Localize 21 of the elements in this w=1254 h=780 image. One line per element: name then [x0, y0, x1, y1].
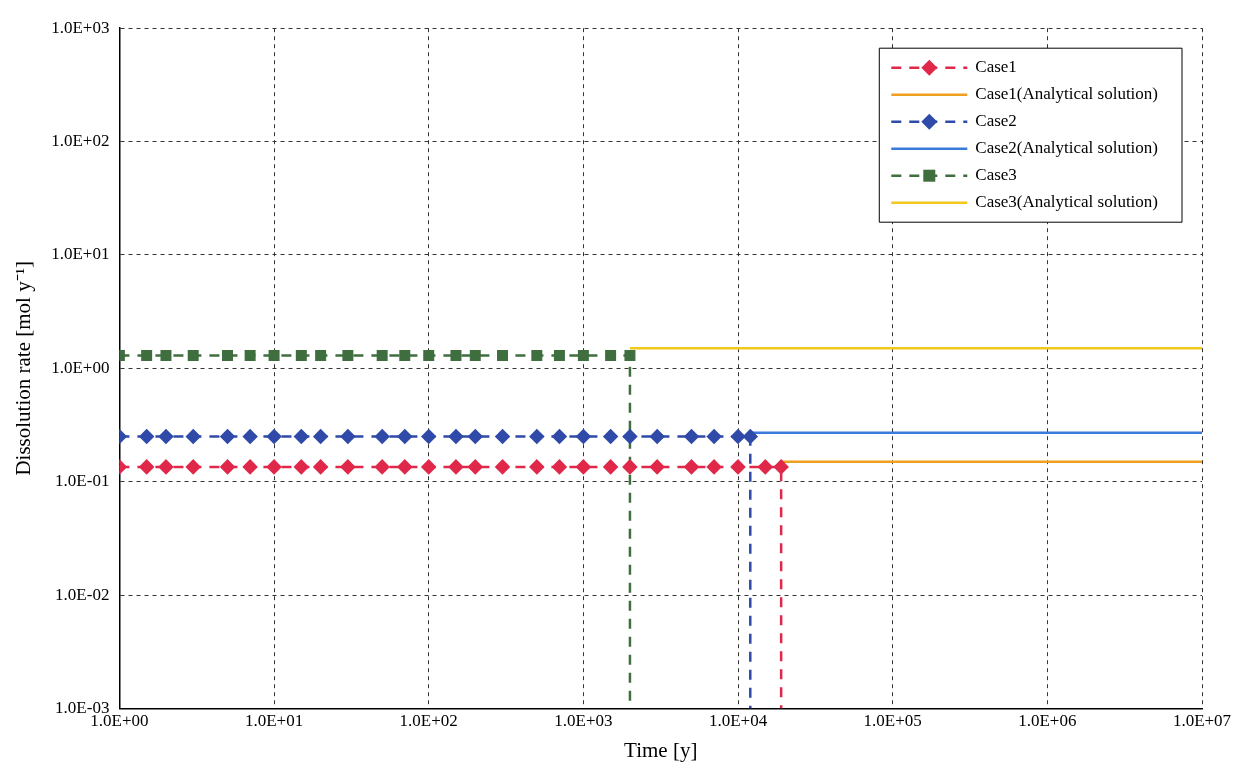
y-tick-label: 1.0E+03: [51, 17, 110, 37]
x-tick-label: 1.0E+04: [708, 711, 768, 731]
legend-label: Case2: [975, 111, 1017, 131]
x-tick-label: 1.0E+02: [399, 711, 458, 731]
legend-label: Case1: [975, 57, 1017, 77]
x-axis-title: Time [y]: [624, 737, 698, 762]
legend-label: Case1(Analytical solution): [975, 84, 1159, 104]
y-tick-label: 1.0E-01: [55, 471, 110, 491]
x-tick-label: 1.0E+01: [244, 711, 304, 731]
legend-label: Case3: [975, 165, 1017, 185]
x-tick-label: 1.0E+03: [554, 711, 613, 731]
legend-label: Case3(Analytical solution): [975, 192, 1159, 212]
y-tick-label: 1.0E+02: [51, 131, 110, 151]
y-tick-label: 1.0E+01: [51, 244, 110, 264]
x-tick-label: 1.0E+05: [863, 711, 922, 731]
y-tick-label: 1.0E-02: [55, 584, 110, 604]
x-tick-label: 1.0E+07: [1172, 711, 1232, 731]
x-tick-label: 1.0E+06: [1018, 711, 1077, 731]
y-axis-title: Dissolution rate [mol y⁻¹]: [11, 261, 36, 476]
y-tick-label: 1.0E+00: [51, 357, 110, 377]
legend-label: Case2(Analytical solution): [975, 138, 1159, 158]
